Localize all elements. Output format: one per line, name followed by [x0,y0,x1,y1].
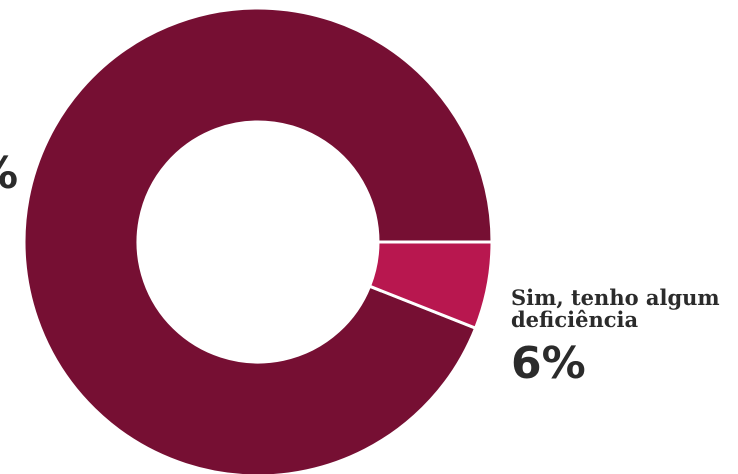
slice-label-minor: Sim, tenho algum deficiência 6% [511,287,720,388]
slice-label-minor-name-line-1: Sim, tenho algum [511,285,720,310]
slice-label-major-value: % [0,150,18,198]
donut-slice-minor [367,240,494,331]
slice-label-minor-value: 6% [511,338,586,389]
slice-label-minor-name-line-2: deficiência [511,307,639,332]
donut-slice-major [22,6,494,474]
